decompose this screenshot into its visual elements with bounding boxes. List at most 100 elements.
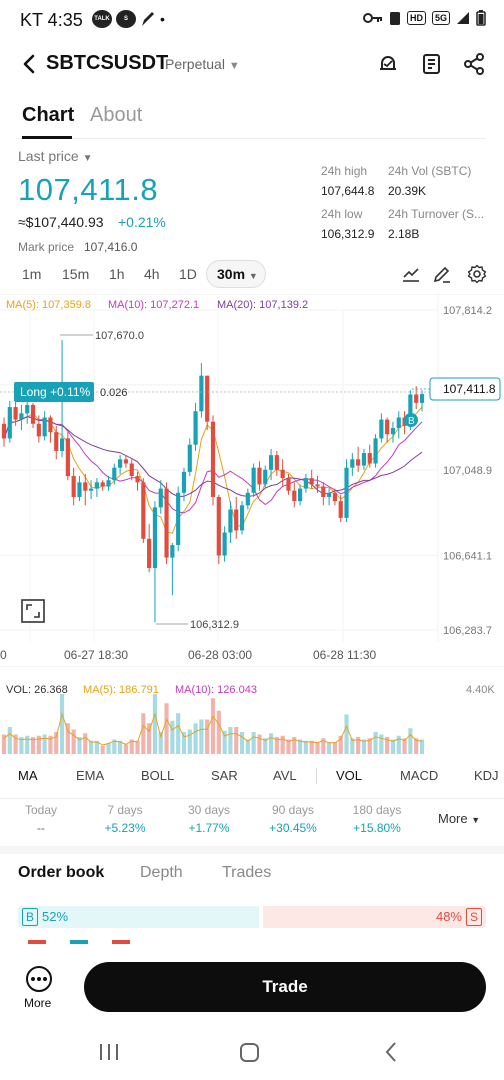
- tab-order-book[interactable]: Order book: [18, 864, 105, 881]
- volume-bar: [379, 734, 384, 754]
- candle-body: [210, 421, 216, 497]
- tab-trades[interactable]: Trades: [222, 864, 272, 881]
- volume-bar: [274, 737, 279, 754]
- volume-bar: [344, 714, 349, 754]
- notes-icon[interactable]: [420, 52, 444, 76]
- volume-bar: [158, 732, 163, 754]
- stat-value: 106,312.9: [321, 227, 375, 241]
- indicator-macd[interactable]: MACD: [400, 768, 439, 783]
- page-tabs: Chart About: [0, 98, 504, 140]
- candle-body: [286, 478, 291, 491]
- indicator-ema[interactable]: EMA: [76, 768, 105, 783]
- candle-body: [228, 509, 233, 533]
- volume-bar: [414, 738, 419, 754]
- indicator-avl[interactable]: AVL: [273, 768, 297, 783]
- stat-value: 20.39K: [388, 184, 427, 198]
- buy-ratio-bar: [18, 906, 260, 928]
- volume-chart: VOL: 26.368 MA(5): 186.791 MA(10): 126.0…: [0, 666, 504, 754]
- more-icon[interactable]: [26, 966, 52, 992]
- volume-bar: [100, 745, 105, 754]
- view-asks-icon[interactable]: [112, 940, 130, 950]
- interval-active-label: 30m: [217, 266, 246, 282]
- indicator-kdj[interactable]: KDJ: [474, 768, 499, 783]
- indicator-ma[interactable]: MA: [18, 768, 38, 783]
- position-label: Long +0.11%: [20, 385, 91, 399]
- mark-price-label: Mark price: [18, 240, 75, 254]
- home-icon[interactable]: [240, 1043, 259, 1062]
- interval-30m-active[interactable]: 30m ▼: [206, 260, 266, 288]
- tab-depth[interactable]: Depth: [140, 864, 183, 881]
- volume-bar: [187, 729, 192, 754]
- share-icon[interactable]: [462, 52, 486, 76]
- contract-type-selector[interactable]: Perpetual ▼: [165, 56, 240, 72]
- perf-7d: 7 days +5.23%: [90, 803, 160, 835]
- stat-label: 24h Vol (SBTC): [388, 164, 472, 178]
- indicator-tabs: MA EMA BOLL SAR AVL VOL MACD KDJ: [0, 762, 504, 790]
- interval-1m[interactable]: 1m: [22, 266, 42, 282]
- volume-bar: [263, 738, 268, 754]
- volume-bar: [129, 739, 134, 754]
- candle-body: [251, 467, 256, 493]
- kakaotalk-icon: TALK: [92, 10, 112, 28]
- fullscreen-icon[interactable]: [21, 599, 45, 623]
- volume-bar: [396, 735, 401, 754]
- back-arrow-icon[interactable]: [18, 52, 42, 76]
- interval-1d[interactable]: 1D: [179, 266, 197, 282]
- drawing-tool-icon[interactable]: [432, 264, 452, 284]
- indicator-boll[interactable]: BOLL: [141, 768, 175, 783]
- orderbook-tabs: Order book Depth Trades: [0, 858, 504, 894]
- volume-bar: [286, 739, 291, 754]
- volume-bar: [193, 723, 198, 754]
- candle-body: [48, 417, 53, 433]
- caret-down-icon: ▼: [248, 271, 258, 281]
- volume-bars: [1, 694, 425, 754]
- volume-bar: [7, 727, 12, 754]
- position-badge[interactable]: [14, 382, 94, 402]
- volume-bar: [408, 728, 413, 754]
- candle-body: [205, 375, 210, 422]
- sell-percent: 48%: [435, 909, 462, 924]
- volume-bar: [268, 733, 274, 754]
- interval-15m[interactable]: 15m: [62, 266, 90, 282]
- perf-30d: 30 days +1.77%: [174, 803, 244, 835]
- price-change: +0.21%: [118, 214, 166, 230]
- volume-bar: [402, 738, 407, 754]
- time-tick: 06-27 18:30: [64, 648, 128, 662]
- more-label[interactable]: More: [24, 996, 52, 1010]
- interval-4h[interactable]: 4h: [144, 266, 160, 282]
- volume-bar: [30, 737, 36, 754]
- candle-body: [187, 444, 192, 472]
- tab-chart[interactable]: Chart: [22, 104, 75, 126]
- sell-ratio-bar: [263, 906, 486, 928]
- symbol-title[interactable]: SBTCSUSDT: [46, 52, 169, 74]
- trade-button[interactable]: Trade: [84, 962, 486, 1012]
- volume-bar: [19, 737, 24, 754]
- candle-body: [297, 488, 303, 502]
- indicator-vol[interactable]: VOL: [336, 768, 363, 783]
- volume-bar: [327, 742, 332, 754]
- candle-body: [332, 492, 338, 502]
- volume-bar: [13, 734, 18, 754]
- performance-more-button[interactable]: More ▼: [438, 811, 480, 826]
- view-both-icon[interactable]: [28, 940, 46, 950]
- perf-period: 180 days: [352, 803, 402, 817]
- line-chart-icon[interactable]: [401, 264, 421, 284]
- nav-back-icon[interactable]: [385, 1042, 396, 1062]
- system-icons: HD 5G: [362, 10, 486, 26]
- view-bids-icon[interactable]: [70, 940, 88, 950]
- sme-icon: S: [116, 10, 136, 28]
- recent-apps-icon[interactable]: [100, 1044, 118, 1060]
- high-marker-label: 107,670.0: [95, 330, 144, 342]
- volume-bar: [222, 730, 227, 754]
- candle-body: [164, 488, 169, 558]
- price-axis-labels: 107,814.2107,456.7107,048.9106,641.1106,…: [443, 305, 492, 637]
- candle-body: [106, 480, 111, 487]
- last-price-selector[interactable]: Last price ▼: [18, 148, 93, 164]
- settings-gear-icon[interactable]: [467, 264, 487, 284]
- price-alert-icon[interactable]: [376, 52, 400, 76]
- indicator-sar[interactable]: SAR: [211, 768, 238, 783]
- interval-1h[interactable]: 1h: [109, 266, 125, 282]
- tab-about[interactable]: About: [90, 104, 143, 126]
- candlestick-chart[interactable]: MA(5): 107,359.8 MA(10): 107,272.1 MA(20…: [0, 294, 504, 664]
- candle-body: [367, 453, 372, 464]
